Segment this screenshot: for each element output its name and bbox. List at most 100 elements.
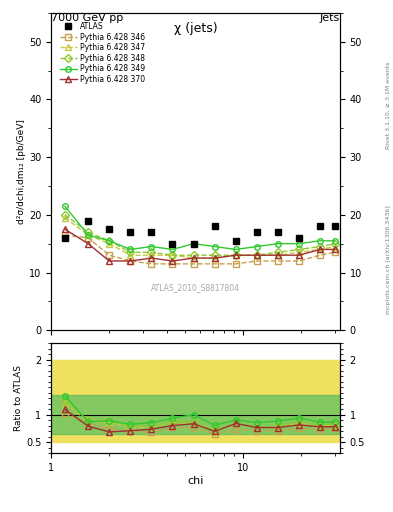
Pythia 6.428 347 <box>107 241 112 247</box>
Pythia 6.428 348 <box>107 238 112 244</box>
Pythia 6.428 370 <box>332 246 337 252</box>
ATLAS <box>275 229 280 235</box>
Pythia 6.428 348 <box>233 252 238 258</box>
Pythia 6.428 348 <box>297 246 301 252</box>
ATLAS <box>233 238 238 244</box>
ATLAS <box>170 241 175 247</box>
Pythia 6.428 346 <box>318 252 323 258</box>
Pythia 6.428 348 <box>62 212 67 218</box>
ATLAS <box>254 229 259 235</box>
Pythia 6.428 349 <box>170 246 175 252</box>
Bar <box>51 359 340 442</box>
Pythia 6.428 349 <box>254 244 259 250</box>
Pythia 6.428 349 <box>107 238 112 244</box>
Text: 7000 GeV pp: 7000 GeV pp <box>51 13 123 23</box>
Y-axis label: Ratio to ATLAS: Ratio to ATLAS <box>14 365 23 431</box>
Pythia 6.428 346 <box>149 261 154 267</box>
Text: Rivet 3.1.10, ≥ 3.1M events: Rivet 3.1.10, ≥ 3.1M events <box>386 61 391 149</box>
Pythia 6.428 349 <box>332 238 337 244</box>
Pythia 6.428 348 <box>128 249 133 255</box>
Pythia 6.428 370 <box>233 252 238 258</box>
Bar <box>51 395 340 434</box>
Pythia 6.428 346 <box>128 258 133 264</box>
Pythia 6.428 349 <box>233 246 238 252</box>
Pythia 6.428 370 <box>212 255 217 261</box>
Pythia 6.428 347 <box>128 252 133 258</box>
Line: Pythia 6.428 349: Pythia 6.428 349 <box>62 203 337 252</box>
Pythia 6.428 346 <box>191 261 196 267</box>
ATLAS <box>107 226 112 232</box>
Pythia 6.428 346 <box>62 232 67 238</box>
Pythia 6.428 370 <box>297 252 301 258</box>
Pythia 6.428 347 <box>233 252 238 258</box>
Pythia 6.428 349 <box>191 241 196 247</box>
Pythia 6.428 370 <box>128 258 133 264</box>
Pythia 6.428 348 <box>318 244 323 250</box>
Pythia 6.428 370 <box>149 255 154 261</box>
Pythia 6.428 349 <box>275 241 280 247</box>
Pythia 6.428 346 <box>297 258 301 264</box>
Pythia 6.428 346 <box>332 249 337 255</box>
Pythia 6.428 346 <box>254 258 259 264</box>
Pythia 6.428 348 <box>191 252 196 258</box>
Pythia 6.428 346 <box>86 235 90 241</box>
Pythia 6.428 347 <box>297 249 301 255</box>
Legend: ATLAS, Pythia 6.428 346, Pythia 6.428 347, Pythia 6.428 348, Pythia 6.428 349, P: ATLAS, Pythia 6.428 346, Pythia 6.428 34… <box>58 20 147 86</box>
Pythia 6.428 370 <box>62 226 67 232</box>
ATLAS <box>318 223 323 229</box>
Text: ATLAS_2010_S8817804: ATLAS_2010_S8817804 <box>151 283 240 292</box>
ATLAS <box>297 235 301 241</box>
Pythia 6.428 348 <box>86 229 90 235</box>
Pythia 6.428 347 <box>254 252 259 258</box>
Line: Pythia 6.428 370: Pythia 6.428 370 <box>62 226 337 264</box>
Text: mcplots.cern.ch [arXiv:1306.3436]: mcplots.cern.ch [arXiv:1306.3436] <box>386 205 391 313</box>
Line: Pythia 6.428 346: Pythia 6.428 346 <box>62 232 337 267</box>
Pythia 6.428 370 <box>318 246 323 252</box>
X-axis label: chi: chi <box>187 476 204 485</box>
ATLAS <box>212 223 217 229</box>
ATLAS <box>191 241 196 247</box>
Pythia 6.428 347 <box>62 215 67 221</box>
Pythia 6.428 347 <box>275 252 280 258</box>
Pythia 6.428 349 <box>318 238 323 244</box>
Pythia 6.428 370 <box>86 241 90 247</box>
Pythia 6.428 347 <box>170 252 175 258</box>
Line: Pythia 6.428 347: Pythia 6.428 347 <box>62 215 337 261</box>
Y-axis label: d²σ/dchi,dm₁₂ [pb/GeV]: d²σ/dchi,dm₁₂ [pb/GeV] <box>17 119 26 224</box>
Pythia 6.428 370 <box>275 252 280 258</box>
Pythia 6.428 348 <box>332 241 337 247</box>
Pythia 6.428 347 <box>149 252 154 258</box>
Pythia 6.428 347 <box>86 232 90 238</box>
Text: χ (jets): χ (jets) <box>174 23 217 35</box>
Line: Pythia 6.428 348: Pythia 6.428 348 <box>62 212 337 258</box>
Pythia 6.428 349 <box>86 232 90 238</box>
Pythia 6.428 348 <box>254 252 259 258</box>
Pythia 6.428 348 <box>170 252 175 258</box>
ATLAS <box>149 229 154 235</box>
Pythia 6.428 370 <box>191 255 196 261</box>
Pythia 6.428 370 <box>254 252 259 258</box>
Text: Jets: Jets <box>320 13 340 23</box>
Pythia 6.428 370 <box>170 258 175 264</box>
Pythia 6.428 347 <box>318 246 323 252</box>
Pythia 6.428 349 <box>297 241 301 247</box>
Pythia 6.428 349 <box>128 246 133 252</box>
Pythia 6.428 348 <box>275 249 280 255</box>
Pythia 6.428 346 <box>212 261 217 267</box>
Pythia 6.428 346 <box>170 261 175 267</box>
Pythia 6.428 346 <box>233 261 238 267</box>
Pythia 6.428 346 <box>275 258 280 264</box>
ATLAS <box>332 223 337 229</box>
Pythia 6.428 348 <box>149 249 154 255</box>
Pythia 6.428 347 <box>191 255 196 261</box>
Pythia 6.428 347 <box>332 244 337 250</box>
Pythia 6.428 346 <box>107 252 112 258</box>
Pythia 6.428 348 <box>212 252 217 258</box>
Pythia 6.428 349 <box>149 244 154 250</box>
ATLAS <box>128 229 133 235</box>
Pythia 6.428 370 <box>107 258 112 264</box>
ATLAS <box>86 218 90 224</box>
Pythia 6.428 349 <box>62 203 67 209</box>
Pythia 6.428 347 <box>212 255 217 261</box>
Pythia 6.428 349 <box>212 244 217 250</box>
